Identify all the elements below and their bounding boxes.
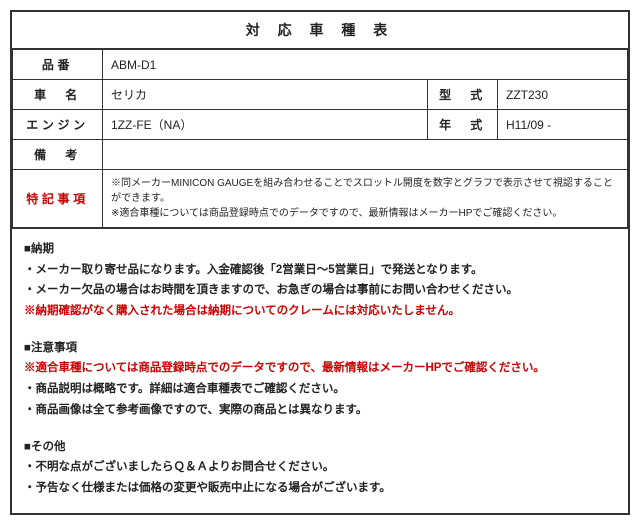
value-carname: セリカ	[103, 80, 428, 110]
row-engine: エンジン 1ZZ-FE（NA） 年 式 H11/09 -	[13, 110, 628, 140]
row-partno: 品番 ABM-D1	[13, 50, 628, 80]
delivery-warn: ※納期確認がなく購入された場合は納期についてのクレームには対応いたしません。	[24, 301, 616, 322]
other-line1: ・不明な点がございましたらＱ＆Ａよりお問合せください。	[24, 457, 616, 478]
other-line2: ・予告なく仕様または価格の変更や販売中止になる場合がございます。	[24, 478, 616, 499]
row-remarks: 備 考	[13, 140, 628, 170]
label-partno: 品番	[13, 50, 103, 80]
value-partno: ABM-D1	[103, 50, 628, 80]
notes-section: ■納期 ・メーカー取り寄せ品になります。入金確認後「2営業日～5営業日」で発送と…	[12, 228, 628, 513]
value-remarks	[103, 140, 628, 170]
label-special: 特記事項	[13, 170, 103, 228]
label-carname: 車 名	[13, 80, 103, 110]
compat-table-container: 対 応 車 種 表 品番 ABM-D1 車 名 セリカ 型 式 ZZT230 エ…	[10, 10, 630, 515]
spec-table: 品番 ABM-D1 車 名 セリカ 型 式 ZZT230 エンジン 1ZZ-FE…	[12, 49, 628, 228]
label-engine: エンジン	[13, 110, 103, 140]
row-special: 特記事項 ※同メーカーMINICON GAUGEを組み合わせることでスロットル開…	[13, 170, 628, 228]
delivery-line2: ・メーカー欠品の場合はお時間を頂きますので、お急ぎの場合は事前にお問い合わせくだ…	[24, 280, 616, 301]
special-line2: ※適合車種については商品登録時点でのデータですので、最新情報はメーカーHPでご確…	[111, 208, 562, 219]
special-line1: ※同メーカーMINICON GAUGEを組み合わせることでスロットル開度を数字と…	[111, 178, 613, 204]
caution-heading: ■注意事項	[24, 338, 616, 359]
caution-line1: ・商品説明は概略です。詳細は適合車種表でご確認ください。	[24, 379, 616, 400]
label-year: 年 式	[428, 110, 498, 140]
delivery-line1: ・メーカー取り寄せ品になります。入金確認後「2営業日～5営業日」で発送となります…	[24, 260, 616, 281]
caution-line2: ・商品画像は全て参考画像ですので、実際の商品とは異なります。	[24, 400, 616, 421]
value-special: ※同メーカーMINICON GAUGEを組み合わせることでスロットル開度を数字と…	[103, 170, 628, 228]
other-heading: ■その他	[24, 437, 616, 458]
row-carname: 車 名 セリカ 型 式 ZZT230	[13, 80, 628, 110]
label-model: 型 式	[428, 80, 498, 110]
label-remarks: 備 考	[13, 140, 103, 170]
table-title: 対 応 車 種 表	[12, 12, 628, 49]
value-model: ZZT230	[498, 80, 628, 110]
value-year: H11/09 -	[498, 110, 628, 140]
value-engine: 1ZZ-FE（NA）	[103, 110, 428, 140]
delivery-heading: ■納期	[24, 239, 616, 260]
caution-warn: ※適合車種については商品登録時点でのデータですので、最新情報はメーカーHPでご確…	[24, 358, 616, 379]
